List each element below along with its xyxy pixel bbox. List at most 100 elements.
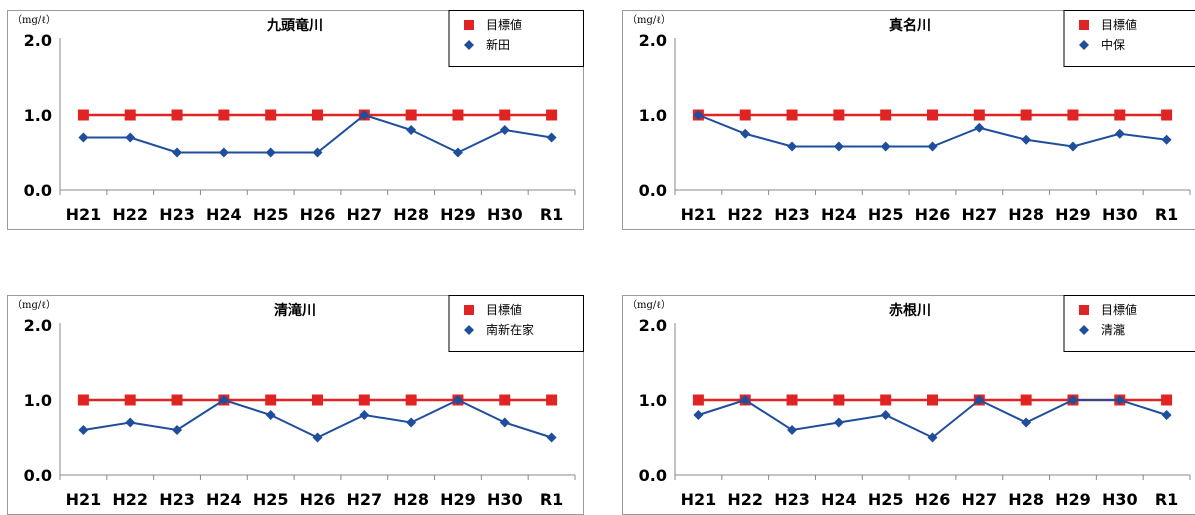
- legend-marker-target: [1079, 20, 1089, 30]
- series-marker-target: [172, 110, 183, 121]
- chart-title: 真名川: [889, 17, 931, 34]
- x-tick-label: H21: [681, 205, 717, 224]
- series-marker-target: [312, 110, 323, 121]
- y-tick-label: 2.0: [639, 316, 667, 335]
- series-marker-target: [125, 110, 136, 121]
- legend-marker-target: [1079, 305, 1089, 315]
- x-tick-label: H22: [727, 490, 763, 509]
- chart-title: 九頭竜川: [266, 17, 323, 34]
- series-marker-target: [1021, 395, 1032, 406]
- series-marker-target: [1114, 110, 1125, 121]
- series-marker-target: [833, 395, 844, 406]
- x-tick-label: H22: [112, 205, 148, 224]
- series-marker-target: [1021, 110, 1032, 121]
- x-tick-label: H24: [821, 205, 857, 224]
- x-tick-label: H30: [487, 205, 523, 224]
- legend-marker-target: [464, 305, 474, 315]
- x-tick-label: H25: [253, 205, 289, 224]
- legend-label: 南新在家: [486, 322, 534, 337]
- x-tick-label: H24: [821, 490, 857, 509]
- x-tick-label: H25: [868, 205, 904, 224]
- y-tick-label: 0.0: [24, 181, 52, 200]
- chart-title: 清滝川: [274, 302, 316, 319]
- y-tick-label: 0.0: [639, 181, 667, 200]
- x-tick-label: H28: [393, 205, 429, 224]
- x-tick-label: H30: [1102, 205, 1138, 224]
- series-marker-target: [218, 110, 229, 121]
- legend-label: 目標値: [1101, 302, 1137, 317]
- series-marker-target: [406, 395, 417, 406]
- y-tick-label: 2.0: [639, 31, 667, 50]
- x-tick-label: H26: [915, 490, 951, 509]
- series-marker-target: [880, 395, 891, 406]
- x-tick-label: H28: [393, 490, 429, 509]
- series-marker-target: [172, 395, 183, 406]
- series-marker-target: [833, 110, 844, 121]
- series-marker-target: [312, 395, 323, 406]
- x-tick-label: H23: [774, 490, 810, 509]
- x-tick-label: H29: [1055, 205, 1091, 224]
- x-tick-label: H23: [159, 205, 195, 224]
- x-tick-label: H24: [206, 490, 242, 509]
- x-tick-label: H29: [440, 490, 476, 509]
- y-tick-label: 1.0: [639, 391, 667, 410]
- x-tick-label: H25: [253, 490, 289, 509]
- y-tick-label: 0.0: [24, 466, 52, 485]
- series-marker-target: [265, 110, 276, 121]
- series-marker-target: [787, 395, 798, 406]
- x-tick-label: R1: [1155, 490, 1178, 509]
- x-tick-label: H26: [915, 205, 951, 224]
- series-marker-target: [740, 110, 751, 121]
- series-marker-target: [927, 395, 938, 406]
- x-tick-label: H29: [440, 205, 476, 224]
- x-tick-label: R1: [540, 490, 563, 509]
- x-tick-label: H23: [159, 490, 195, 509]
- legend-label: 目標値: [486, 302, 522, 317]
- y-tick-label: 2.0: [24, 31, 52, 50]
- series-marker-target: [125, 395, 136, 406]
- x-tick-label: H27: [961, 490, 997, 509]
- series-marker-target: [787, 110, 798, 121]
- x-tick-label: H30: [487, 490, 523, 509]
- series-marker-target: [499, 110, 510, 121]
- x-tick-label: H29: [1055, 490, 1091, 509]
- series-marker-target: [1161, 110, 1172, 121]
- chart-title: 赤根川: [889, 302, 931, 319]
- series-marker-target: [1067, 110, 1078, 121]
- x-tick-label: H23: [774, 205, 810, 224]
- unit-label: （mg/ℓ）: [12, 14, 56, 26]
- x-tick-label: H27: [961, 205, 997, 224]
- series-marker-target: [78, 395, 89, 406]
- legend-label: 新田: [486, 37, 510, 52]
- y-tick-label: 1.0: [639, 106, 667, 125]
- unit-label: （mg/ℓ）: [12, 299, 56, 311]
- x-tick-label: H26: [300, 205, 336, 224]
- legend-marker-target: [464, 20, 474, 30]
- legend-label: 中保: [1101, 37, 1125, 52]
- x-tick-label: H26: [300, 490, 336, 509]
- x-tick-label: R1: [1155, 205, 1178, 224]
- series-marker-target: [499, 395, 510, 406]
- series-marker-target: [546, 395, 557, 406]
- x-tick-label: H27: [346, 205, 382, 224]
- x-tick-label: H24: [206, 205, 242, 224]
- x-tick-label: H28: [1008, 205, 1044, 224]
- x-tick-label: H30: [1102, 490, 1138, 509]
- x-tick-label: H22: [112, 490, 148, 509]
- series-marker-target: [406, 110, 417, 121]
- series-marker-target: [974, 110, 985, 121]
- y-tick-label: 0.0: [639, 466, 667, 485]
- y-tick-label: 2.0: [24, 316, 52, 335]
- series-marker-target: [880, 110, 891, 121]
- series-marker-target: [452, 110, 463, 121]
